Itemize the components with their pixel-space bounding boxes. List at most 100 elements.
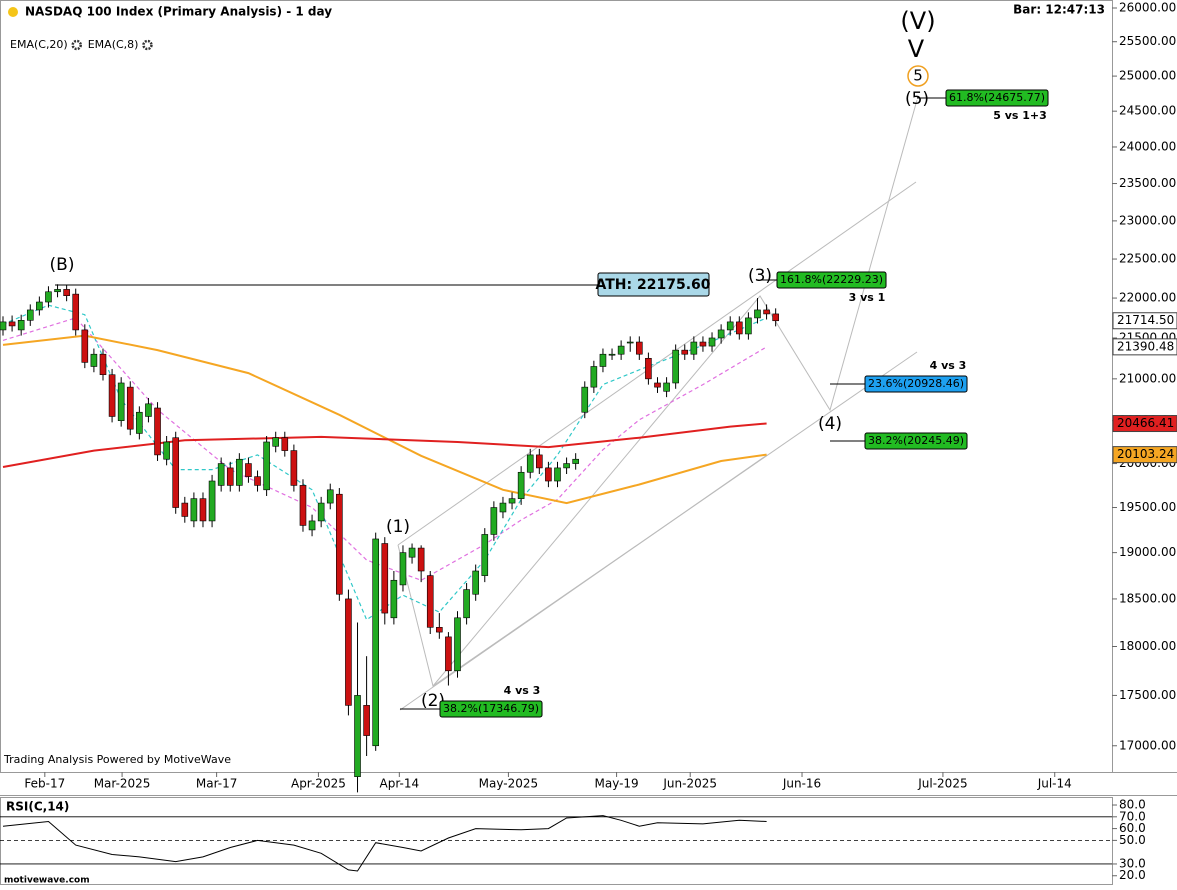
candle-body [554,467,561,482]
legend-gear [71,39,82,51]
candle-body [245,463,252,477]
x-tick-label: Feb-17 [24,777,65,791]
y-tick-label: 25500.00 [1119,34,1176,48]
price-box [1112,415,1177,433]
footer: motivewave.com [4,876,90,886]
candle-body [563,463,570,469]
candle-body [236,458,243,486]
fib-label: 38.2%(17346.79) [443,702,539,715]
candle-body [636,341,643,355]
candle-body [26,309,34,321]
candle-body [717,329,725,339]
candle-body [345,598,352,706]
fib-box [864,375,968,393]
credit: Trading Analysis Powered by MotiveWave [3,753,231,766]
fib-label: 23.6%(20928.46) [868,377,964,390]
y-tick-label: 24000.00 [1119,139,1176,153]
candle-body [663,382,670,392]
candle-body [645,357,652,380]
x-tick-label: Jun-16 [782,777,821,791]
price-box-label: 21714.50 [1117,313,1174,327]
price-box [1112,312,1177,330]
y-tick-label: 20.0 [1119,868,1146,882]
candle-body [181,502,189,517]
wave-label: (1) [386,517,410,537]
candle-body [17,320,25,331]
ath-box [597,272,710,297]
candle-body [81,329,89,363]
candle-body [745,317,752,335]
rsi-line [2,815,767,872]
candle-body [172,437,180,508]
y-tick-label: 50.0 [1119,833,1146,847]
y-tick-label: 22000.00 [1119,291,1176,305]
candle-body [463,589,470,619]
candle-body [0,321,7,331]
candle-body [681,349,689,355]
x-tick-label: Apr-14 [380,777,420,791]
wave-label: V [908,35,925,63]
y-tick-label: 19000.00 [1119,545,1176,559]
y-tick-label: 80.0 [1119,798,1146,812]
candle-body [736,321,743,335]
legend-entry: EMA(C,20) [10,38,68,51]
candle-body [272,437,280,447]
candle-body [490,507,498,535]
trend-line [399,454,768,711]
candle-body [772,313,779,322]
candle-body [145,403,152,417]
candle-body [581,386,589,413]
candle-body [290,450,298,486]
x-tick-label: May-19 [594,777,638,791]
candle-body [117,382,125,421]
candle-body [136,411,143,434]
candle-body [154,407,161,456]
price-box-label: 20103.24 [1117,447,1174,461]
x-tick-label: May-2025 [479,777,538,791]
candle-body [263,441,270,491]
candle-body [454,617,461,672]
ath-label: ATH: 22175.60 [596,277,711,293]
candle-body [199,498,207,522]
candle-body [254,476,261,486]
fib-box [439,700,543,718]
chart-title: NASDAQ 100 Index (Primary Analysis) - 1 … [25,5,332,19]
y-tick-label: 18500.00 [1119,591,1176,605]
candle-body [126,386,134,430]
candle-body [326,489,334,504]
candle-body [72,293,80,331]
note: 5 vs 1+3 [993,109,1047,122]
y-tick-label: 17000.00 [1119,738,1176,752]
candle-body [90,353,98,367]
candle-body [217,463,225,486]
candle-body [445,636,452,672]
candle-body [545,467,552,482]
status-dot [8,7,18,17]
y-tick-label: 24500.00 [1119,104,1176,118]
y-tick-label: 23000.00 [1119,213,1176,227]
wave-label: (V) [900,7,935,35]
y-tick-label: 25000.00 [1119,69,1176,83]
candle-body [654,382,661,388]
candle-body [208,480,216,522]
candle-body [536,454,543,469]
note: 3 vs 1 [849,291,886,304]
y-tick-label: 22500.00 [1119,252,1176,266]
candle-body [517,471,525,499]
candle-body [754,309,761,319]
indicator-line [2,334,767,505]
candle-body [617,345,625,355]
clock: Bar: 12:47:13 [1013,3,1105,17]
wave-label: (5) [905,89,929,109]
candle-body [190,498,198,522]
candle-body [417,547,425,572]
candle-body [572,458,579,464]
candle-body [163,441,170,460]
x-tick-label: Jun-2025 [662,777,717,791]
candle-body [608,353,616,356]
wave-circle [907,65,929,87]
candle-body [508,498,516,504]
candle-body [99,353,107,376]
candle-body [763,309,770,315]
